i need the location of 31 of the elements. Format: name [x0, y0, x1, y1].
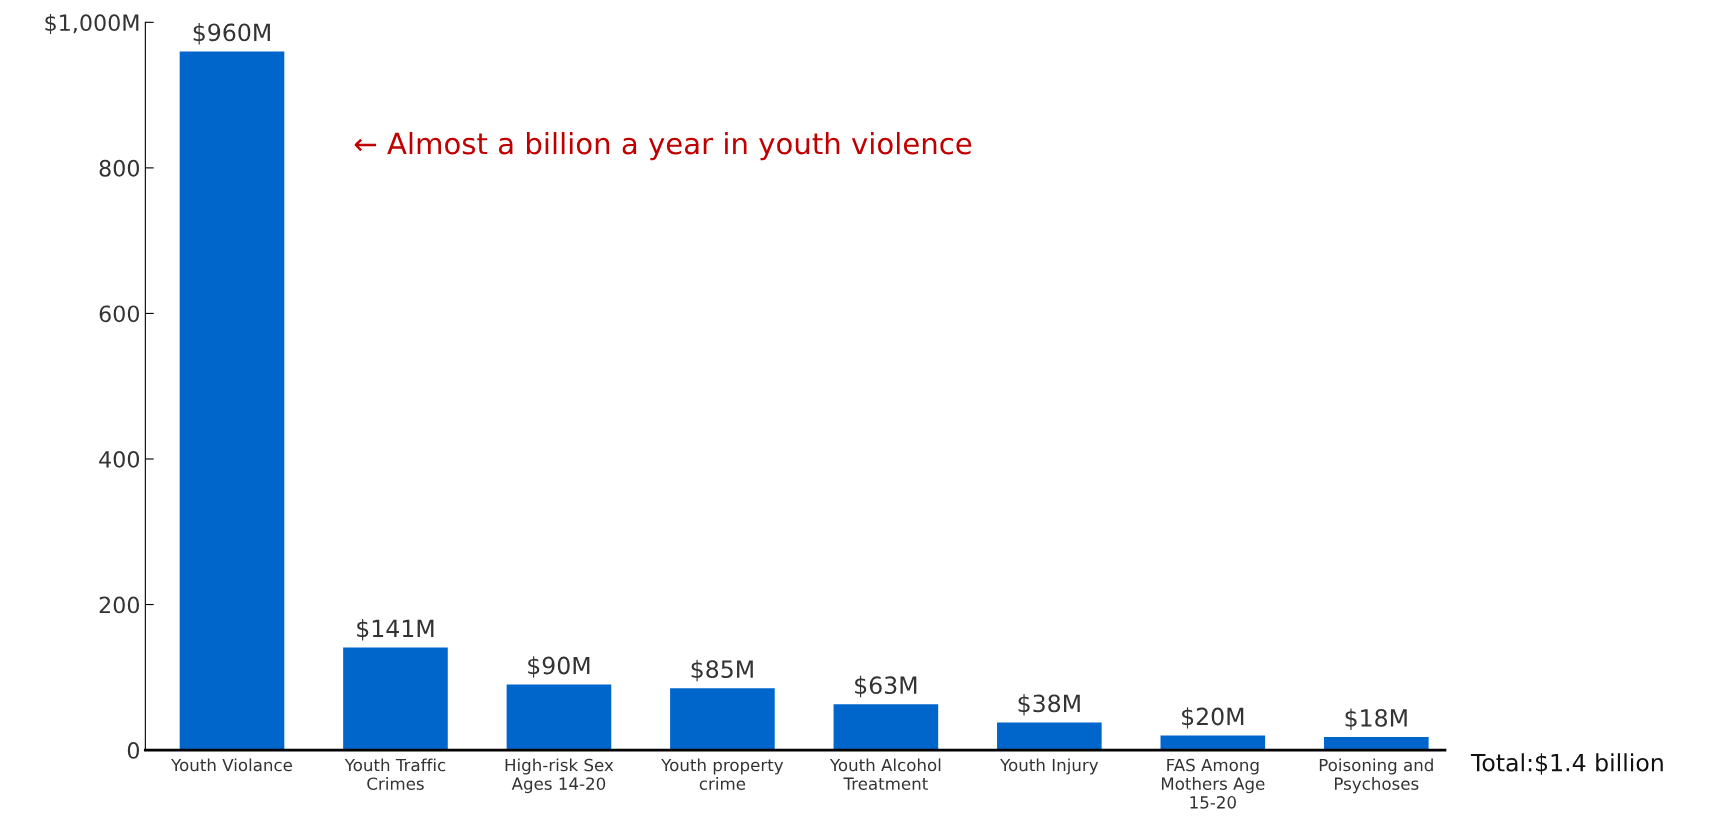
x-tick-label: Poisoning and Psychoses [1319, 758, 1433, 794]
x-tick-label: Youth Traffic Crimes [344, 758, 446, 790]
bar [506, 684, 612, 751]
y-tick-label: $1,000M [45, 13, 139, 35]
y-tick-label: 0 [127, 742, 140, 759]
data-label: $85M [691, 659, 753, 682]
x-tick-label: Youth Injury [1000, 758, 1099, 775]
y-tick-label: 200 [99, 596, 140, 614]
text: Total:$1.4 billion [1470, 753, 1663, 775]
x-tick-label: Youth property crime [661, 758, 784, 790]
y-tick-label: 600 [99, 305, 140, 323]
data-label: $38M [1018, 694, 1080, 716]
data-label: $960M [193, 23, 270, 45]
data-label: $18M [1345, 708, 1407, 730]
x-tick-label: High-risk Sex Ages 14-20 [505, 758, 614, 794]
y-tick-label: 400 [99, 450, 140, 468]
bar [179, 51, 285, 751]
x-tick-label: FAS Among Mothers Age 15-20 [1161, 758, 1265, 809]
bar [343, 647, 448, 751]
data-label: $63M [855, 675, 917, 698]
data-label: $90M [528, 656, 590, 678]
bar [670, 688, 775, 751]
data-label: $141M [357, 619, 434, 641]
x-tick-label: Youth Alcohol Treatment [829, 758, 941, 790]
y-tick-label: 800 [99, 159, 140, 177]
bar [833, 704, 939, 751]
bar [997, 722, 1102, 751]
x-tick-label: Youth Violance [171, 758, 293, 772]
bar [1323, 736, 1429, 751]
annotation: ← Almost a billion a year in youth violence [354, 131, 972, 161]
data-label: $20M [1182, 707, 1244, 729]
